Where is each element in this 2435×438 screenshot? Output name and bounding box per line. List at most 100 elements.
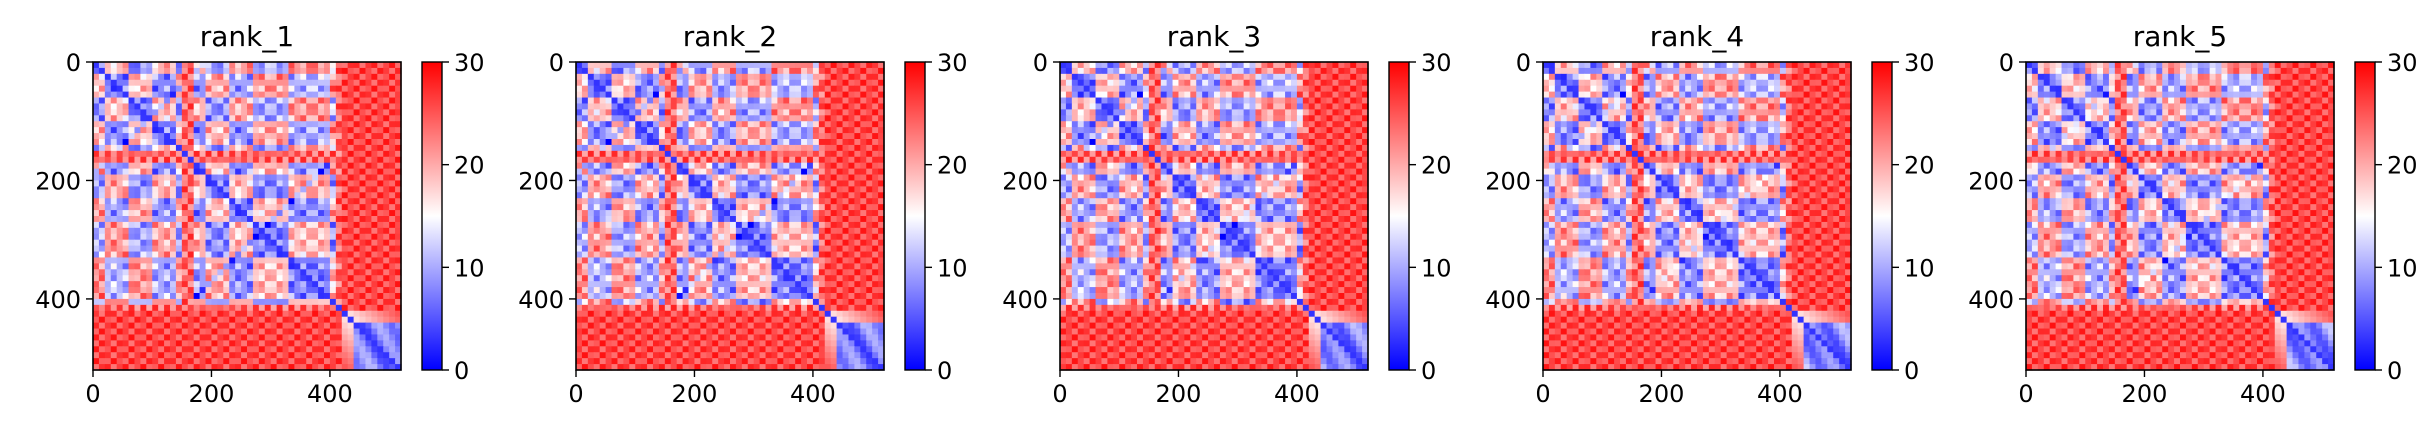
heatmap-cell: [783, 67, 790, 75]
heatmap-cell: [688, 150, 696, 158]
heatmap-cell: [842, 103, 850, 110]
heatmap-cell: [611, 127, 619, 134]
heatmap-cell: [599, 298, 607, 306]
heatmap-cell: [312, 204, 319, 211]
heatmap-cell: [199, 62, 207, 69]
heatmap-cell: [187, 233, 195, 241]
heatmap-cell: [205, 174, 213, 182]
heatmap-cell: [587, 316, 595, 324]
heatmap-cell: [300, 293, 307, 300]
heatmap-cell: [128, 293, 136, 300]
heatmap-cell: [724, 150, 731, 158]
heatmap-cell: [783, 192, 790, 199]
heatmap-cell: [329, 144, 337, 152]
heatmap-cell: [229, 198, 236, 205]
heatmap-cell: [848, 109, 855, 116]
heatmap-cell: [670, 139, 678, 146]
heatmap-cell: [771, 192, 778, 199]
heatmap-cell: [235, 162, 242, 170]
heatmap-cell: [818, 103, 826, 110]
heatmap-cell: [599, 227, 607, 235]
heatmap-cell: [122, 310, 130, 318]
heatmap-cell: [104, 168, 112, 176]
heatmap-cell: [146, 79, 153, 87]
heatmap-cell: [140, 287, 147, 294]
heatmap-cell: [848, 287, 855, 294]
heatmap-cell: [795, 139, 802, 146]
heatmap-cell: [229, 91, 236, 99]
heatmap-cell: [329, 156, 337, 164]
heatmap-cell: [140, 275, 147, 282]
heatmap-cell: [641, 304, 648, 312]
heatmap-cell: [718, 198, 725, 205]
heatmap-cell: [617, 174, 624, 182]
heatmap-cell: [735, 316, 743, 324]
heatmap-cell: [795, 103, 802, 110]
heatmap-cell: [664, 162, 672, 170]
heatmap-cell: [377, 109, 384, 116]
heatmap-cell: [860, 233, 867, 241]
heatmap-cell: [264, 316, 272, 324]
heatmap-cell: [860, 304, 867, 312]
heatmap-cell: [164, 346, 171, 353]
heatmap-cell: [682, 186, 690, 193]
heatmap-cell: [365, 180, 372, 187]
heatmap-cell: [741, 67, 749, 75]
heatmap-cell: [801, 227, 808, 235]
heatmap-cell: [318, 346, 325, 353]
heatmap-cell: [199, 227, 207, 235]
heatmap-cell: [359, 180, 367, 187]
heatmap-cell: [104, 358, 112, 365]
heatmap-cell: [288, 216, 295, 223]
heatmap-cell: [700, 192, 707, 199]
heatmap-cell: [664, 115, 672, 122]
heatmap-cell: [264, 239, 272, 247]
heatmap-cell: [617, 227, 624, 235]
heatmap-cell: [235, 168, 242, 176]
heatmap-cell: [199, 73, 207, 81]
heatmap-cell: [576, 310, 583, 318]
heatmap-cell: [753, 174, 761, 182]
heatmap-cell: [818, 204, 826, 211]
heatmap-cell: [576, 144, 583, 152]
heatmap-cell: [682, 316, 690, 324]
heatmap-cell: [801, 115, 808, 122]
heatmap-cell: [329, 115, 337, 122]
heatmap-cell: [164, 103, 171, 110]
heatmap-cell: [247, 168, 254, 176]
heatmap-cell: [872, 233, 879, 241]
heatmap-cell: [318, 67, 325, 75]
heatmap-cell: [777, 281, 784, 288]
heatmap-cell: [765, 310, 773, 318]
heatmap-cell: [247, 204, 254, 211]
heatmap-cell: [205, 221, 213, 229]
heatmap-cell: [264, 168, 272, 176]
heatmap-cell: [98, 322, 106, 330]
heatmap-cell: [104, 73, 112, 81]
heatmap-cell: [617, 275, 624, 282]
heatmap-cell: [122, 133, 130, 140]
heatmap-cell: [647, 174, 654, 182]
heatmap-cell: [306, 298, 313, 306]
heatmap-cell: [306, 109, 313, 116]
heatmap-cell: [759, 144, 767, 152]
heatmap-cell: [664, 310, 672, 318]
heatmap-cell: [576, 139, 583, 146]
heatmap-cell: [848, 91, 855, 99]
heatmap-cell: [146, 198, 153, 205]
heatmap-cell: [347, 186, 355, 193]
heatmap-cell: [98, 150, 106, 158]
heatmap-cell: [599, 210, 607, 217]
heatmap-cell: [324, 156, 331, 164]
heatmap-cell: [807, 251, 814, 259]
heatmap-cell: [712, 287, 719, 294]
heatmap-cell: [252, 287, 260, 294]
heatmap-cell: [128, 186, 136, 193]
heatmap-cell: [635, 287, 642, 294]
heatmap-cell: [842, 67, 850, 75]
heatmap-cell: [812, 139, 820, 146]
heatmap-cell: [866, 79, 873, 87]
heatmap-cell: [140, 245, 147, 253]
heatmap-cell: [795, 168, 802, 176]
